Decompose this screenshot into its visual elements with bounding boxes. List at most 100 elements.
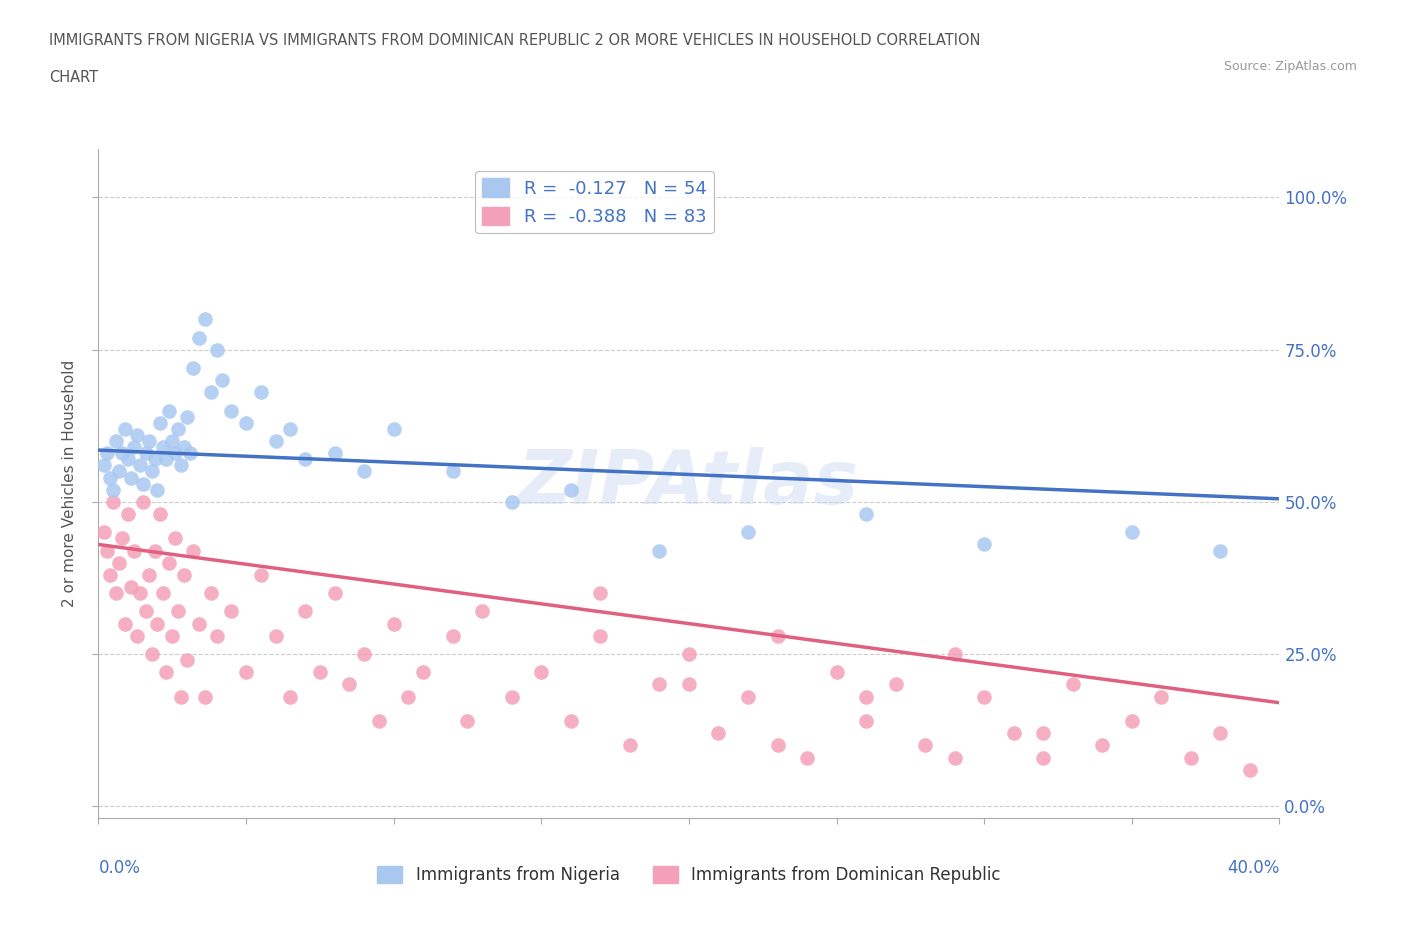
Point xyxy=(149,416,172,431)
Point xyxy=(648,543,671,558)
Y-axis label: 2 or more Vehicles in Household: 2 or more Vehicles in Household xyxy=(62,360,77,607)
Point xyxy=(589,629,612,644)
Point xyxy=(884,677,907,692)
Point xyxy=(122,543,145,558)
Point xyxy=(143,543,166,558)
Point xyxy=(96,543,118,558)
Point xyxy=(128,586,150,601)
Point xyxy=(173,440,195,455)
Point xyxy=(235,665,257,680)
Point xyxy=(396,689,419,704)
Point xyxy=(176,409,198,424)
Point xyxy=(264,433,287,448)
Point xyxy=(943,751,966,765)
Point xyxy=(278,421,302,436)
Point xyxy=(181,361,204,376)
Point xyxy=(120,579,142,594)
Point xyxy=(165,445,187,460)
Point xyxy=(98,567,121,582)
Point xyxy=(176,653,198,668)
Point xyxy=(1209,543,1232,558)
Point xyxy=(1032,725,1054,740)
Point xyxy=(501,495,523,510)
Point xyxy=(441,464,464,479)
Point xyxy=(200,385,222,400)
Point xyxy=(221,403,243,418)
Point xyxy=(111,445,134,460)
Text: 0.0%: 0.0% xyxy=(98,858,141,877)
Point xyxy=(114,421,136,436)
Point xyxy=(194,312,217,326)
Point xyxy=(122,440,145,455)
Point xyxy=(855,713,877,728)
Point xyxy=(167,604,190,618)
Point xyxy=(412,665,434,680)
Point xyxy=(456,713,478,728)
Point xyxy=(141,646,163,661)
Point xyxy=(1150,689,1173,704)
Point xyxy=(98,470,121,485)
Point xyxy=(855,507,877,522)
Point xyxy=(278,689,302,704)
Point xyxy=(855,689,877,704)
Text: 40.0%: 40.0% xyxy=(1227,858,1279,877)
Point xyxy=(339,677,360,692)
Point xyxy=(205,342,228,357)
Point xyxy=(155,452,177,467)
Point xyxy=(149,507,172,522)
Point xyxy=(205,629,228,644)
Point xyxy=(766,737,789,752)
Point xyxy=(560,713,582,728)
Text: ZIPAtlas: ZIPAtlas xyxy=(519,447,859,520)
Point xyxy=(250,385,273,400)
Point xyxy=(1032,751,1054,765)
Point xyxy=(737,525,759,539)
Point xyxy=(93,458,115,472)
Point xyxy=(103,495,125,510)
Point xyxy=(125,428,148,443)
Point xyxy=(143,452,166,467)
Point xyxy=(138,433,160,448)
Point xyxy=(796,751,818,765)
Point xyxy=(187,617,209,631)
Point xyxy=(648,677,671,692)
Point xyxy=(250,567,273,582)
Point xyxy=(157,403,180,418)
Point xyxy=(264,629,287,644)
Point xyxy=(132,476,155,491)
Point xyxy=(368,713,391,728)
Point xyxy=(560,483,582,498)
Point xyxy=(211,373,233,388)
Point xyxy=(221,604,243,618)
Point xyxy=(152,440,174,455)
Point xyxy=(117,452,139,467)
Point xyxy=(146,617,169,631)
Point xyxy=(235,416,257,431)
Point xyxy=(309,665,332,680)
Point xyxy=(170,458,193,472)
Point xyxy=(146,483,169,498)
Point xyxy=(619,737,641,752)
Point xyxy=(1239,763,1261,777)
Point xyxy=(1209,725,1232,740)
Text: CHART: CHART xyxy=(49,70,98,85)
Point xyxy=(1002,725,1025,740)
Point xyxy=(194,689,217,704)
Point xyxy=(138,567,160,582)
Point xyxy=(157,555,180,570)
Point xyxy=(141,464,163,479)
Legend: Immigrants from Nigeria, Immigrants from Dominican Republic: Immigrants from Nigeria, Immigrants from… xyxy=(371,859,1007,890)
Point xyxy=(132,495,155,510)
Point xyxy=(1062,677,1084,692)
Point xyxy=(108,555,131,570)
Text: IMMIGRANTS FROM NIGERIA VS IMMIGRANTS FROM DOMINICAN REPUBLIC 2 OR MORE VEHICLES: IMMIGRANTS FROM NIGERIA VS IMMIGRANTS FR… xyxy=(49,33,981,47)
Point xyxy=(96,445,118,460)
Point xyxy=(162,433,183,448)
Point xyxy=(441,629,464,644)
Point xyxy=(943,646,966,661)
Point xyxy=(1121,713,1143,728)
Point xyxy=(737,689,759,704)
Point xyxy=(162,629,183,644)
Point xyxy=(382,617,405,631)
Point xyxy=(294,604,316,618)
